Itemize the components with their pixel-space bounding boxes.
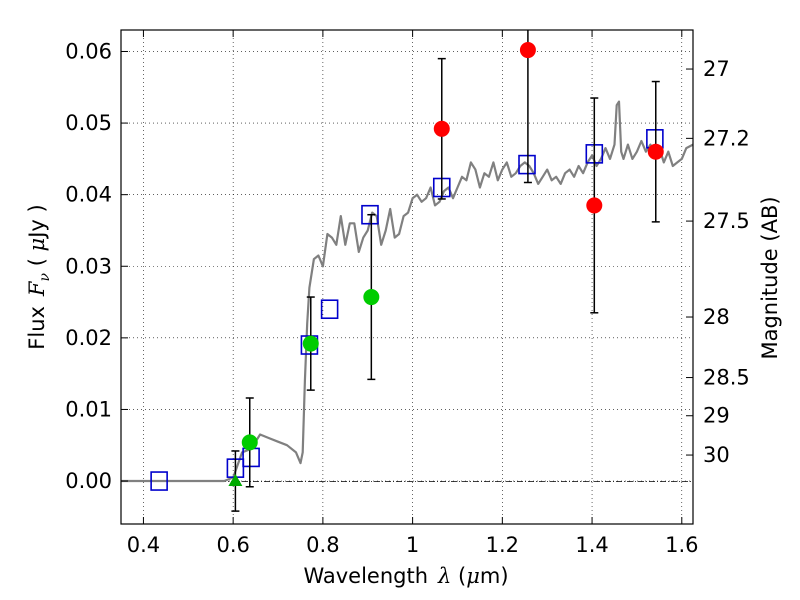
grid — [121, 30, 693, 524]
x-tick-label: 0.4 — [127, 533, 160, 557]
x-tick-label: 1.6 — [665, 533, 698, 557]
observed-flux-point — [586, 197, 603, 214]
observed-flux-point — [433, 120, 450, 137]
x-tick-label: 1 — [406, 533, 419, 557]
observed-flux-point — [647, 143, 664, 160]
upper-limit-triangle — [228, 474, 243, 487]
y-axis-title: FluxFν ( μJy ) — [25, 204, 53, 349]
x-tick-label: 0.8 — [306, 533, 339, 557]
mag-tick-label: 30 — [703, 443, 730, 467]
model-flux-square — [150, 471, 168, 491]
y-tick-label: 0.00 — [65, 469, 112, 493]
y-tick-label: 0.05 — [65, 111, 112, 135]
mag-tick-label: 27.5 — [703, 209, 750, 233]
tick-layer: 0.4 0.6 0.8 1 1.2 1.4 1.6 0.00 0.01 0.02 0.03 0.04 0… — [65, 30, 750, 557]
observed-flux-point — [241, 434, 258, 451]
mag-tick-label: 29 — [703, 404, 730, 428]
mag-tick-label: 27 — [703, 57, 730, 81]
right-axis-title: Magnitude (AB) — [758, 196, 782, 359]
model-flux-square — [361, 204, 379, 225]
model-spectrum-line — [121, 100, 693, 483]
series-layer — [121, 30, 693, 512]
mag-tick-label: 28 — [703, 305, 730, 329]
observed-flux-point — [363, 289, 380, 306]
y-tick-label: 0.01 — [65, 397, 112, 421]
x-tick-label: 1.2 — [486, 533, 519, 557]
x-tick-label: 1.4 — [575, 533, 608, 557]
y-tick-label: 0.03 — [65, 254, 112, 278]
plot-frame — [120, 29, 694, 525]
observed-flux-point — [302, 335, 319, 352]
model-flux-square — [320, 299, 339, 320]
model-flux-square — [518, 154, 536, 175]
y-tick-label: 0.02 — [65, 326, 112, 350]
x-axis-title: Wavelength λ (μm) — [303, 564, 508, 588]
y-tick-label: 0.04 — [65, 183, 112, 207]
x-tick-label: 0.6 — [216, 533, 249, 557]
y-tick-label: 0.06 — [65, 39, 112, 63]
observed-flux-point — [519, 42, 536, 59]
mag-tick-label: 28.5 — [703, 366, 750, 390]
mag-tick-label: 27.2 — [703, 126, 750, 150]
